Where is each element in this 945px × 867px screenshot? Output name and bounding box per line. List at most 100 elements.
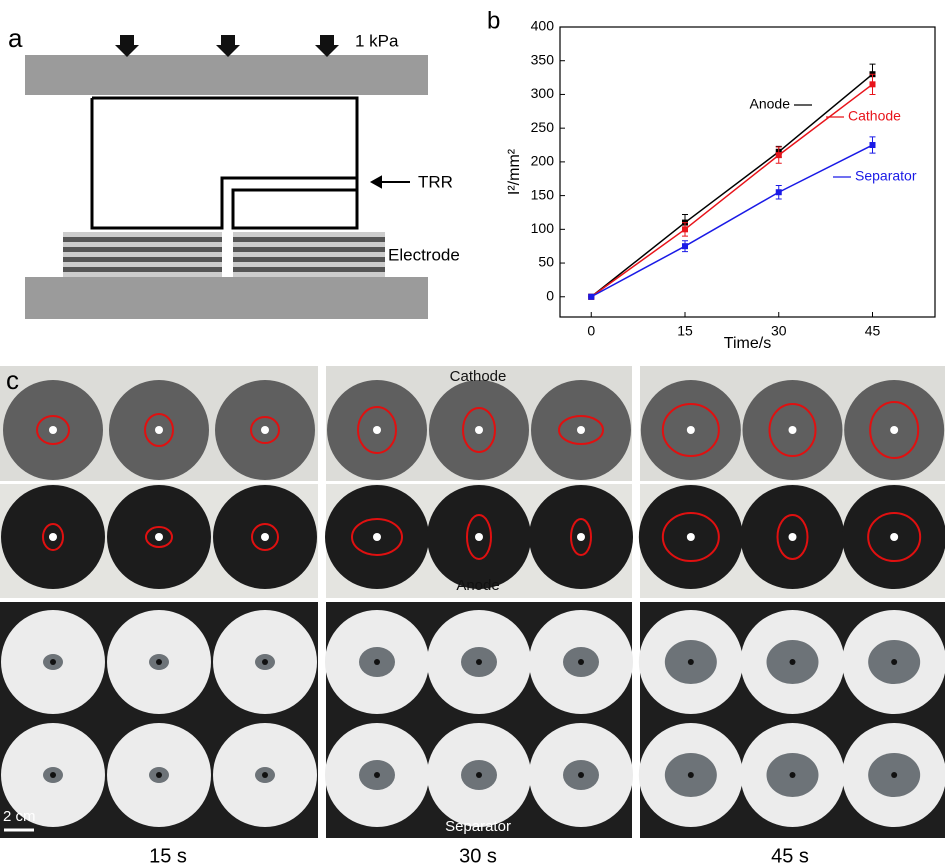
hole [374, 772, 380, 778]
hole [475, 426, 483, 434]
hole [373, 426, 381, 434]
electrode-layer [233, 247, 385, 252]
damage-ring [558, 415, 604, 445]
hole [50, 772, 56, 778]
electrode-layer [233, 267, 385, 272]
panel-label: b [487, 7, 500, 34]
y-tick-label: 250 [531, 119, 555, 135]
hole [476, 659, 482, 665]
damage-ring [357, 406, 397, 454]
damage-ring [570, 518, 592, 556]
hole [156, 659, 162, 665]
data-point [775, 152, 782, 159]
legend-label: Separator [855, 168, 917, 184]
hole [890, 426, 899, 434]
electrode-layer [63, 267, 222, 272]
data-point [682, 243, 688, 250]
damage-ring [250, 416, 280, 444]
x-tick-label: 45 [865, 323, 881, 339]
electrode-layer [63, 247, 222, 252]
scale-label: 2 cm [3, 808, 36, 825]
hole [891, 772, 898, 778]
hole [49, 533, 57, 541]
data-point [775, 189, 782, 196]
y-axis-label: I²/mm² [506, 148, 523, 195]
damage-ring [42, 523, 64, 551]
damage-ring [251, 523, 279, 551]
hole [788, 426, 797, 434]
time-label: 30 s [459, 845, 497, 867]
separator-label: Separator [445, 818, 511, 835]
hole [686, 426, 695, 434]
hole [687, 659, 694, 665]
electrode-layer [63, 237, 222, 242]
y-tick-label: 50 [538, 254, 554, 270]
trr-arrow [369, 175, 410, 189]
damage-ring [144, 413, 174, 447]
electrode-layer [63, 262, 222, 267]
hole [476, 772, 482, 778]
pressure-label: 1 kPa [355, 31, 399, 50]
time-label: 45 s [771, 845, 809, 867]
photos [0, 366, 945, 838]
electrode-layer [233, 272, 385, 277]
damage-ring [661, 512, 720, 562]
electrode-label: Electrode [388, 245, 460, 264]
electrode-layer [233, 237, 385, 242]
trr-cell [90, 96, 359, 230]
anode-label: Anode [456, 577, 499, 594]
time-label: 15 s [149, 845, 187, 867]
series-line [590, 144, 873, 298]
hole [261, 426, 269, 434]
damage-ring [466, 514, 492, 560]
x-tick-label: 30 [771, 323, 787, 339]
hole [577, 533, 585, 541]
y-tick-label: 400 [531, 18, 555, 34]
hole [578, 659, 584, 665]
chart: 0 50 100 150 200 250 300 350 400 0 15 30 45 Time/s I²/… [506, 18, 936, 352]
hole [687, 772, 694, 778]
hole [156, 772, 162, 778]
damage-ring [768, 403, 817, 457]
hole [155, 426, 163, 434]
hole [578, 772, 584, 778]
electrode-layer [63, 272, 222, 277]
data-point [588, 293, 595, 300]
hole [890, 533, 899, 541]
hole [788, 533, 797, 541]
damage-ring [36, 415, 70, 445]
legend-label: Anode [750, 96, 791, 112]
hole [789, 772, 796, 778]
x-tick-label: 0 [587, 323, 595, 339]
hole [373, 533, 381, 541]
hole [262, 659, 268, 665]
damage-ring [661, 403, 720, 457]
plot-frame [559, 26, 936, 318]
x-tick-label: 15 [677, 323, 693, 339]
trr-label: TRR [418, 172, 453, 191]
hole [261, 533, 269, 541]
electrode-layer [233, 262, 385, 267]
data-point [869, 81, 876, 88]
hole [891, 659, 898, 665]
damage-ring [145, 526, 173, 548]
hole [50, 659, 56, 665]
y-tick-label: 350 [531, 51, 555, 67]
data-point [869, 142, 876, 149]
electrode-layer [63, 242, 222, 247]
hole [475, 533, 483, 541]
y-tick-label: 200 [531, 153, 555, 169]
y-tick-label: 100 [531, 220, 555, 236]
damage-ring [776, 514, 809, 560]
x-axis-label: Time/s [724, 335, 771, 352]
damage-ring [867, 512, 922, 562]
hole [789, 659, 796, 665]
hole [49, 426, 57, 434]
electrode-layer [63, 252, 222, 257]
cathode-label: Cathode [450, 368, 507, 385]
hole [686, 533, 695, 541]
hole [374, 659, 380, 665]
y-tick-label: 300 [531, 85, 555, 101]
series-line [590, 73, 873, 298]
